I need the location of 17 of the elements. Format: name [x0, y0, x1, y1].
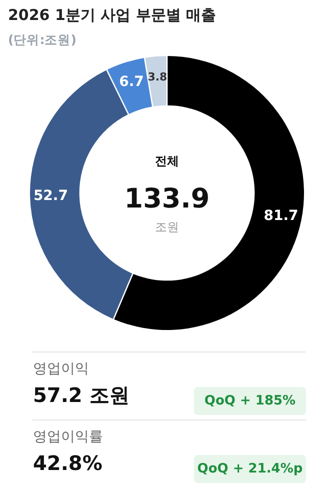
chart-title: 2026 1분기 사업 부문별 매출 [8, 6, 216, 24]
text: QoQ + 185% [204, 394, 296, 408]
data-label: 3.8 [148, 70, 168, 84]
donut-slice [145, 56, 166, 106]
text: 전체 [155, 154, 179, 168]
text: 57.2 조원 [33, 383, 130, 407]
data-label: 6.7 [119, 74, 144, 90]
text: 영업이익률 [33, 429, 103, 445]
text: 133.9 [124, 184, 210, 214]
data-label: 52.7 [33, 188, 68, 204]
donut-slice [114, 56, 304, 330]
data-label: 81.7 [264, 208, 298, 224]
text: 42.8% [33, 451, 102, 475]
text: QoQ + 21.4%p [197, 462, 303, 476]
chart-subtitle: (단위:조원) [8, 32, 76, 47]
text: 영업이익 [33, 361, 89, 377]
text: 조원 [155, 220, 179, 234]
